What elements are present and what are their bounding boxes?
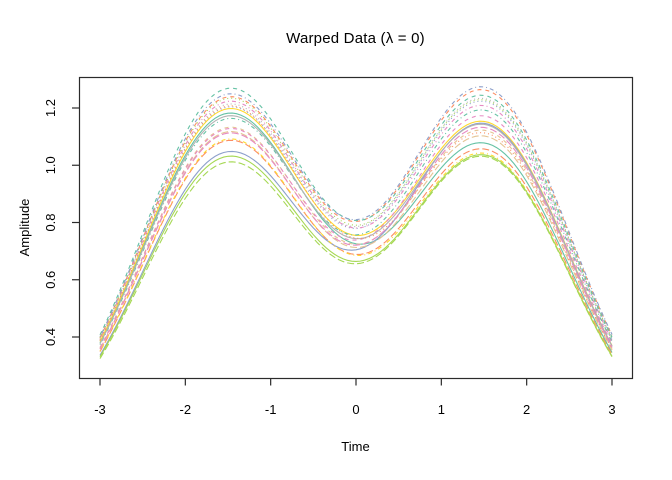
curve-14 <box>99 138 613 357</box>
x-axis-tick-labels: -3 -2 -1 0 1 2 3 <box>94 402 615 417</box>
y-tick-label-0.4: 0.4 <box>43 328 58 346</box>
curve-13 <box>99 97 613 339</box>
y-tick-label-0.8: 0.8 <box>43 213 58 231</box>
curve-10 <box>99 139 613 355</box>
x-tick-label--3: -3 <box>94 402 106 417</box>
curve-06 <box>99 107 613 346</box>
x-tick-label--2: -2 <box>180 402 192 417</box>
x-tick-label--1: -1 <box>265 402 277 417</box>
y-axis-tick-labels: 0.4 0.6 0.8 1.0 1.2 <box>43 99 58 346</box>
curve-05 <box>99 155 613 359</box>
curve-12 <box>99 115 613 349</box>
curve-02 <box>99 89 613 338</box>
y-tick-label-0.6: 0.6 <box>43 271 58 289</box>
curve-09 <box>99 109 613 345</box>
y-axis-ticks <box>72 107 79 338</box>
curve-15 <box>99 131 613 351</box>
x-tick-label-0: 0 <box>352 402 359 417</box>
curve-16 <box>99 115 613 347</box>
curves-group <box>99 86 613 359</box>
x-tick-label-3: 3 <box>608 402 615 417</box>
y-tick-label-1.0: 1.0 <box>43 156 58 174</box>
y-tick-label-1.2: 1.2 <box>43 99 58 117</box>
chart-title: Warped Data (λ = 0) <box>286 30 425 47</box>
curve-04 <box>99 100 613 341</box>
x-axis-ticks <box>99 378 613 386</box>
curve-01 <box>99 112 613 353</box>
y-axis-label: Amplitude <box>17 199 32 257</box>
curve-20 <box>99 126 613 350</box>
curve-18 <box>99 105 613 350</box>
curve-11 <box>99 122 613 356</box>
curve-19 <box>99 86 613 337</box>
curve-17 <box>99 87 613 338</box>
x-axis-label: Time <box>341 439 369 454</box>
curve-21 <box>99 154 613 357</box>
x-tick-label-2: 2 <box>523 402 530 417</box>
x-tick-label-1: 1 <box>438 402 445 417</box>
